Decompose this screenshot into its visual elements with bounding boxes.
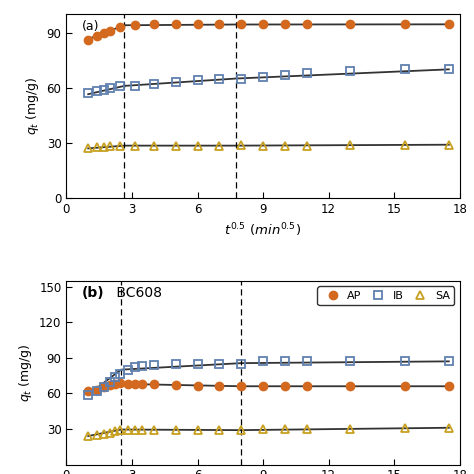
Text: BC608: BC608 [111, 286, 162, 300]
Text: (a): (a) [82, 20, 100, 33]
Y-axis label: $q_t$ (mg/g): $q_t$ (mg/g) [17, 343, 34, 402]
Legend: AP, IB, SA: AP, IB, SA [317, 286, 454, 305]
Y-axis label: $q_t$ (mg/g): $q_t$ (mg/g) [24, 77, 41, 136]
X-axis label: $t^{0.5}$ $(min^{0.5})$: $t^{0.5}$ $(min^{0.5})$ [225, 221, 301, 239]
Text: (b): (b) [82, 286, 105, 300]
